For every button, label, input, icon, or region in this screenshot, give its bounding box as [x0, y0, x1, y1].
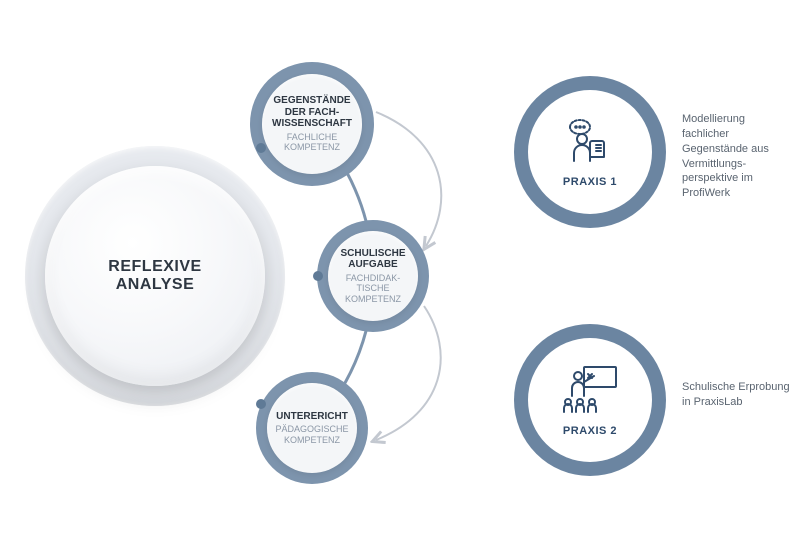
node-inner: SCHULISCHE AUFGABEFACHDIDAK- TISCHE KOMP…	[328, 231, 418, 321]
side-text-s1: Modellierung fachlicher Gegenstände aus …	[682, 112, 792, 201]
praxis-p2: PRAXIS 2	[514, 324, 666, 476]
praxis-label: PRAXIS 2	[563, 425, 617, 437]
node-subtitle: PÄDAGOGISCHE KOMPETENZ	[275, 424, 349, 445]
praxis-p1: PRAXIS 1	[514, 76, 666, 228]
main-circle: REFLEXIVE ANALYSE	[45, 166, 265, 386]
connector-dot-1	[256, 143, 266, 153]
node-title: SCHULISCHE AUFGABE	[336, 248, 410, 271]
praxis-inner: PRAXIS 2	[528, 338, 652, 462]
node-subtitle: FACHLICHE KOMPETENZ	[270, 132, 354, 153]
node-n1: GEGENSTÄNDE DER FACH- WISSENSCHAFTFACHLI…	[250, 62, 374, 186]
diagram-stage: REFLEXIVE ANALYSE GEGENSTÄNDE DER FACH- …	[0, 0, 800, 552]
reading-icon	[562, 117, 618, 170]
teaching-icon	[560, 364, 620, 419]
node-title: GEGENSTÄNDE DER FACH- WISSENSCHAFT	[270, 95, 354, 130]
node-subtitle: FACHDIDAK- TISCHE KOMPETENZ	[336, 273, 410, 304]
node-n3: UNTERERICHTPÄDAGOGISCHE KOMPETENZ	[256, 372, 368, 484]
node-n2: SCHULISCHE AUFGABEFACHDIDAK- TISCHE KOMP…	[317, 220, 429, 332]
node-inner: GEGENSTÄNDE DER FACH- WISSENSCHAFTFACHLI…	[262, 74, 362, 174]
praxis-inner: PRAXIS 1	[528, 90, 652, 214]
node-inner: UNTERERICHTPÄDAGOGISCHE KOMPETENZ	[267, 383, 357, 473]
main-title: REFLEXIVE ANALYSE	[45, 258, 265, 294]
side-text-s2: Schulische Erprobung in PraxisLab	[682, 380, 792, 410]
connector-dot-3	[256, 399, 266, 409]
connector-dot-2	[313, 271, 323, 281]
node-title: UNTERERICHT	[276, 411, 348, 423]
praxis-label: PRAXIS 1	[563, 176, 617, 188]
